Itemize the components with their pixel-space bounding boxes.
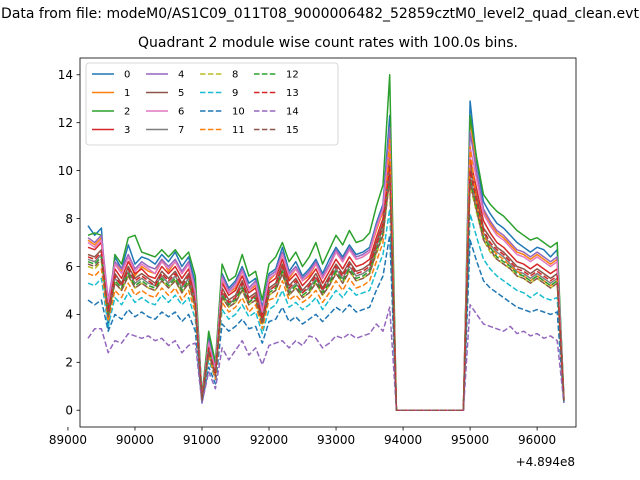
series-line-5: [87, 160, 565, 411]
series-line-11: [87, 138, 565, 411]
y-tick-label: 10: [58, 164, 73, 178]
axes-frame: [79, 57, 577, 428]
legend-label-13: 13: [286, 88, 299, 99]
series-line-6: [87, 141, 565, 411]
series-line-4: [87, 126, 565, 411]
legend-label-4: 4: [178, 70, 184, 81]
series-line-14: [87, 304, 565, 411]
x-tick-label: 90000: [116, 433, 154, 447]
legend-label-6: 6: [178, 107, 184, 118]
figure-suptitle: Data from file: modeM0/AS1C09_011T08_900…: [1, 6, 639, 22]
legend-label-5: 5: [178, 88, 184, 99]
x-tick-label: 92000: [250, 433, 288, 447]
legend-label-0: 0: [124, 70, 130, 81]
y-tick-label: 14: [58, 68, 73, 82]
legend-label-15: 15: [286, 125, 299, 136]
x-tick-label: 95000: [451, 433, 489, 447]
legend-label-10: 10: [232, 107, 245, 118]
axes-layer: 89000 90000 91000 92000 93000 94000 95000 96000…: [49, 57, 577, 447]
legend-label-3: 3: [124, 125, 130, 136]
y-tick-label: 8: [65, 212, 73, 226]
series-line-0: [87, 100, 565, 411]
y-tick-label: 6: [65, 260, 73, 274]
legend-label-14: 14: [286, 107, 299, 118]
legend-label-1: 1: [124, 88, 130, 99]
legend-label-8: 8: [232, 70, 238, 81]
legend-label-9: 9: [232, 88, 238, 99]
y-tick-label: 0: [65, 404, 73, 418]
y-tick-label: 12: [58, 116, 73, 130]
x-tick-label: 91000: [183, 433, 221, 447]
series-line-9: [87, 208, 565, 411]
series-line-10: [87, 234, 565, 411]
legend-label-11: 11: [232, 125, 245, 136]
x-tick-label: 89000: [49, 433, 87, 447]
y-tick-label: 4: [65, 308, 73, 322]
chart-title: Quadrant 2 module wise count rates with …: [138, 35, 518, 51]
series-line-3: [87, 150, 565, 411]
x-tick-label: 94000: [384, 433, 422, 447]
legend-box: [85, 62, 339, 146]
series-line-2: [87, 74, 565, 411]
legend-label-12: 12: [286, 70, 299, 81]
series-line-13: [87, 165, 565, 411]
series-layer: [87, 74, 565, 411]
legend-label-7: 7: [178, 125, 184, 136]
series-line-15: [87, 177, 565, 411]
x-tick-label: 96000: [518, 433, 556, 447]
y-tick-label: 2: [65, 356, 73, 370]
x-tick-label: 93000: [317, 433, 355, 447]
x-axis-offset-label: +4.894e8: [516, 455, 575, 469]
legend-label-2: 2: [124, 107, 130, 118]
series-line-12: [87, 174, 565, 411]
